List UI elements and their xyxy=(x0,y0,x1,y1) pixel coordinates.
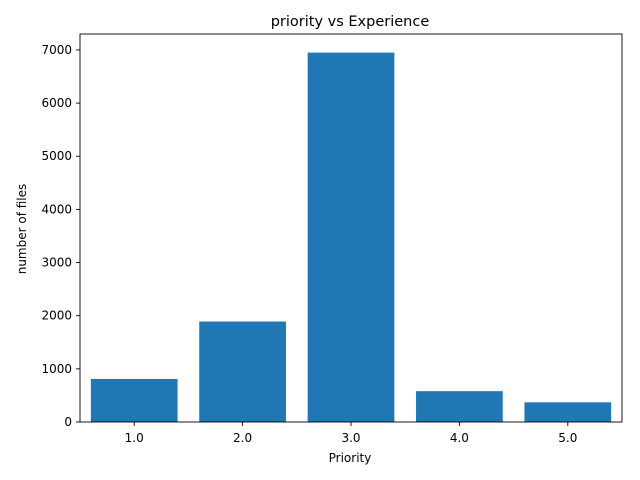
y-tick-label-2000: 2000 xyxy=(41,309,72,323)
bar-5.0 xyxy=(524,402,612,422)
y-tick-label-7000: 7000 xyxy=(41,43,72,57)
y-tick-label-1000: 1000 xyxy=(41,362,72,376)
bar-3.0 xyxy=(307,52,395,422)
x-tick-label-2.0: 2.0 xyxy=(233,431,252,445)
x-tick-label-5.0: 5.0 xyxy=(558,431,577,445)
y-tick-label-6000: 6000 xyxy=(41,96,72,110)
x-tick-label-1.0: 1.0 xyxy=(125,431,144,445)
bars-layer xyxy=(90,52,612,422)
y-axis-label: number of files xyxy=(15,184,29,275)
y-tick-label-3000: 3000 xyxy=(41,256,72,270)
y-tick-label-0: 0 xyxy=(64,415,72,429)
y-tick-label-5000: 5000 xyxy=(41,149,72,163)
y-tick-label-4000: 4000 xyxy=(41,202,72,216)
bar-2.0 xyxy=(199,321,286,422)
x-tick-label-4.0: 4.0 xyxy=(450,431,469,445)
x-axis-label: Priority xyxy=(329,451,372,465)
chart-title: priority vs Experience xyxy=(271,14,430,30)
bar-1.0 xyxy=(90,378,178,422)
axes-layer: 1.0 2.0 3.0 4.0 5.0 0 1000 2000 3000 4000 5000 6000… xyxy=(41,33,623,445)
x-tick-label-3.0: 3.0 xyxy=(341,431,360,445)
bar-4.0 xyxy=(416,391,503,422)
